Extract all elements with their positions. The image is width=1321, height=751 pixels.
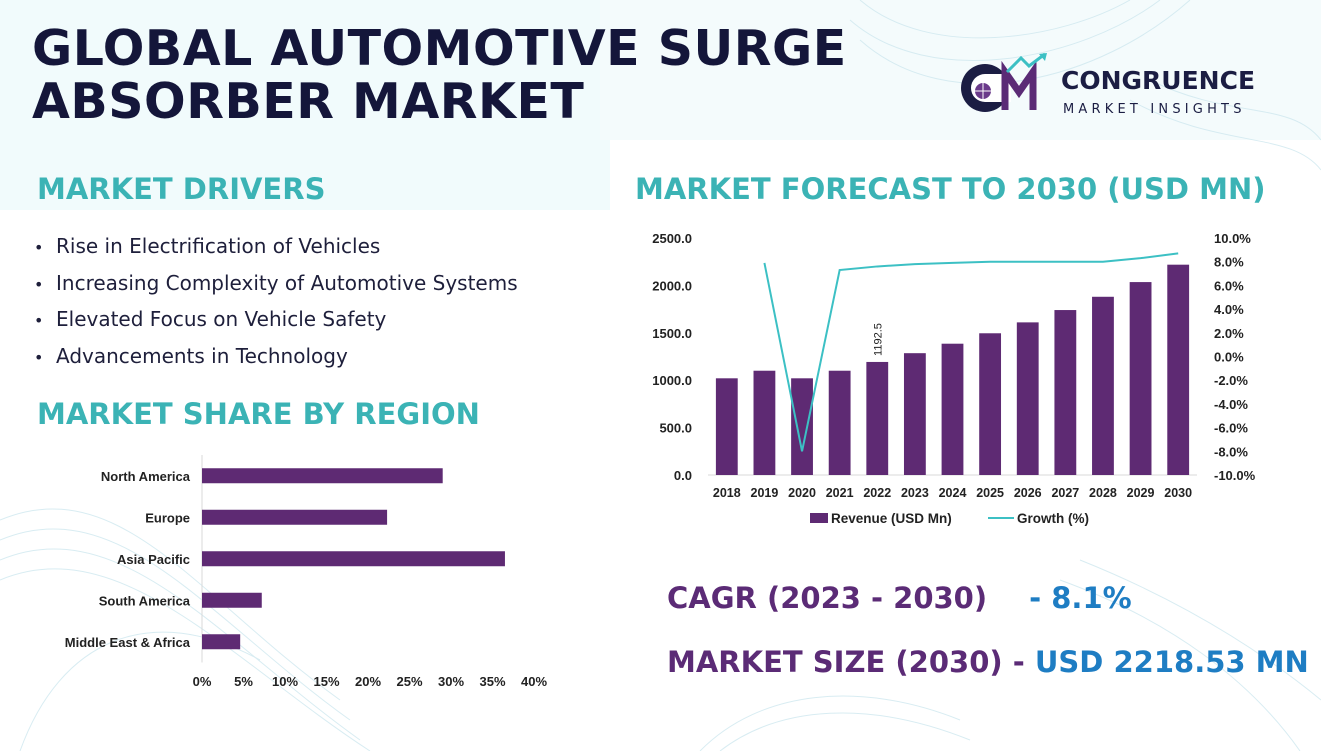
revenue-bar — [903, 353, 926, 475]
market-size-value: USD 2218.53 MN — [1034, 645, 1309, 679]
revenue-bar — [941, 343, 964, 475]
legend-revenue-label: Revenue (USD Mn) — [831, 511, 952, 526]
x-tick-label: 2019 — [751, 486, 779, 500]
x-tick-label: 35% — [479, 674, 505, 689]
market-size-label: MARKET SIZE (2030) - — [667, 645, 1025, 679]
left-tick-label: 500.0 — [659, 421, 692, 436]
x-tick-label: 0% — [193, 674, 212, 689]
right-tick-label: 4.0% — [1214, 302, 1244, 317]
region-share-chart: North America Europe Asia Pacific South Ame… — [65, 455, 547, 689]
right-tick-label: 0.0% — [1214, 350, 1244, 365]
left-tick-label: 2000.0 — [652, 278, 692, 293]
right-tick-label: -2.0% — [1214, 373, 1248, 388]
logo-m-mark — [1001, 60, 1037, 110]
market-size-stat: MARKET SIZE (2030) - USD 2218.53 MN — [667, 645, 1309, 679]
region-label: North America — [101, 469, 191, 484]
region-bar — [202, 468, 443, 484]
right-tick-label: 8.0% — [1214, 255, 1244, 270]
x-tick-label: 2025 — [976, 486, 1004, 500]
revenue-bar — [715, 378, 738, 475]
x-tick-label: 2018 — [713, 486, 741, 500]
left-tick-label: 1000.0 — [652, 373, 692, 388]
region-label: South America — [99, 593, 191, 608]
right-tick-label: -10.0% — [1214, 468, 1256, 483]
x-tick-label: 2028 — [1089, 486, 1117, 500]
revenue-bar — [753, 370, 776, 475]
left-tick-label: 1500.0 — [652, 326, 692, 341]
right-tick-label: -6.0% — [1214, 421, 1248, 436]
forecast-heading: MARKET FORECAST TO 2030 (USD MN) — [635, 172, 1266, 206]
revenue-bar — [866, 361, 889, 475]
region-bar — [202, 551, 505, 567]
revenue-bar — [1016, 322, 1039, 475]
data-label: 1192.5 — [872, 323, 884, 356]
region-bar — [202, 634, 241, 650]
logo-name: CONGRUENCE — [1061, 66, 1255, 95]
revenue-bar — [1054, 310, 1077, 475]
region-label: Asia Pacific — [117, 552, 190, 567]
cagr-value: - 8.1% — [1029, 581, 1132, 615]
x-tick-label: 2026 — [1014, 486, 1042, 500]
right-tick-label: 10.0% — [1214, 231, 1251, 246]
revenue-bar — [791, 378, 813, 475]
x-tick-label: 2023 — [901, 486, 929, 500]
x-tick-label: 2024 — [939, 486, 967, 500]
left-tick-label: 0.0 — [674, 468, 692, 483]
growth-line — [763, 252, 1179, 452]
left-tick-label: 2500.0 — [652, 231, 692, 246]
region-label: Europe — [145, 510, 190, 525]
page-title: GLOBAL AUTOMOTIVE SURGE ABSORBER MARKET — [32, 20, 847, 130]
right-tick-label: 2.0% — [1214, 326, 1244, 341]
right-tick-label: -4.0% — [1214, 397, 1248, 412]
x-tick-label: 25% — [396, 674, 422, 689]
region-bar — [202, 592, 262, 608]
x-tick-label: 2027 — [1051, 486, 1079, 500]
x-tick-label: 40% — [521, 674, 547, 689]
legend-revenue-swatch — [810, 513, 828, 523]
list-item: • Elevated Focus on Vehicle Safety — [34, 307, 387, 331]
cagr-label: CAGR (2023 - 2030) — [667, 581, 988, 615]
x-tick-label: 30% — [438, 674, 464, 689]
revenue-bar — [1129, 282, 1152, 475]
region-label: Middle East & Africa — [65, 635, 191, 650]
x-tick-label: 10% — [272, 674, 298, 689]
x-tick-label: 2029 — [1127, 486, 1155, 500]
drivers-heading: MARKET DRIVERS — [37, 172, 326, 206]
list-item: • Rise in Electrification of Vehicles — [34, 234, 381, 258]
logo-subtitle: MARKET INSIGHTS — [1063, 102, 1246, 117]
x-tick-label: 2020 — [788, 486, 816, 500]
revenue-bar — [979, 333, 1002, 475]
trend-arrow-icon — [1005, 52, 1046, 74]
right-tick-label: 6.0% — [1214, 278, 1244, 293]
brand-logo: CONGRUENCE MARKET INSIGHTS — [961, 52, 1255, 117]
revenue-bar — [1092, 296, 1114, 475]
x-tick-label: 2030 — [1164, 486, 1192, 500]
right-tick-label: -8.0% — [1214, 444, 1248, 459]
x-tick-label: 15% — [313, 674, 339, 689]
x-tick-label: 2021 — [826, 486, 854, 500]
region-bar — [202, 509, 388, 525]
cagr-stat: CAGR (2023 - 2030) - 8.1% — [667, 581, 1132, 615]
revenue-bar — [828, 370, 851, 475]
drivers-list: • Rise in Electrification of Vehicles • In… — [34, 228, 518, 374]
forecast-chart: 0.0 500.0 1000.0 1500.0 2000.0 2500.0 -10.0% -8… — [652, 231, 1256, 526]
list-item: • Increasing Complexity of Automotive Sys… — [34, 270, 518, 295]
x-tick-label: 20% — [355, 674, 381, 689]
legend-growth-label: Growth (%) — [1017, 511, 1089, 526]
x-tick-label: 5% — [234, 674, 253, 689]
region-heading: MARKET SHARE BY REGION — [37, 397, 480, 431]
revenue-bar — [1167, 264, 1190, 475]
x-tick-label: 2022 — [863, 486, 891, 500]
list-item: • Advancements in Technology — [34, 343, 348, 368]
